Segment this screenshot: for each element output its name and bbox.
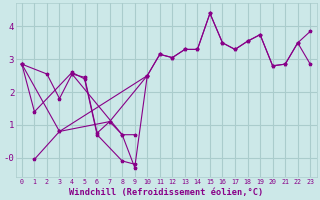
- X-axis label: Windchill (Refroidissement éolien,°C): Windchill (Refroidissement éolien,°C): [69, 188, 263, 197]
